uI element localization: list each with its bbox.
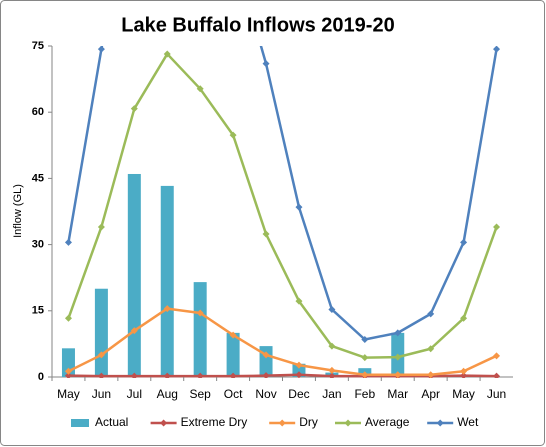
marker [361,335,369,343]
marker [460,372,468,378]
y-tick-label: 60 [32,106,44,118]
marker [229,131,237,139]
marker [493,223,501,231]
x-tick-label: Nov [255,387,276,401]
marker [394,353,402,361]
marker [97,223,105,231]
y-axis-label: Inflow (GL) [12,184,24,238]
legend-label: Wet [457,415,479,429]
marker [262,351,270,359]
plot-area [61,46,501,378]
x-tick-label: Aug [157,387,178,401]
marker [262,60,270,68]
marker [493,352,501,360]
x-tick-label: Dec [288,387,309,401]
marker [328,372,336,378]
marker [64,238,72,246]
marker [493,372,501,378]
legend-marker [160,419,168,427]
x-tick-label: May [452,387,475,401]
legend: Actual Extreme Dry Dry Average Wet [71,415,479,429]
x-tick-label: Jan [322,387,341,401]
marker [229,372,237,378]
marker [163,305,171,313]
y-tick-label: 0 [38,371,44,383]
marker [196,309,204,317]
x-tick-label: Jun [92,387,111,401]
marker [130,327,138,335]
marker [97,351,105,359]
marker [295,297,303,305]
legend-swatch [71,419,89,427]
bar [193,282,207,377]
series-layer [61,46,501,378]
marker [328,342,336,350]
y-tick-label: 45 [32,172,44,184]
x-tick-label: Oct [224,387,243,401]
bar [127,173,141,377]
x-tick-label: Feb [354,387,375,401]
marker [64,314,72,322]
bar [226,332,240,377]
x-tick-label: Apr [421,387,440,401]
y-tick-label: 30 [32,239,44,251]
legend-marker [436,419,444,427]
bar [160,185,174,377]
marker [460,238,468,246]
x-tick-label: Sep [189,387,211,401]
marker [328,366,336,374]
marker [361,371,369,378]
marker [262,230,270,238]
marker [295,361,303,369]
legend-marker [344,419,352,427]
marker [328,305,336,313]
marker [262,372,270,378]
marker [97,46,105,53]
line [68,373,497,378]
marker [295,371,303,378]
marker [163,372,171,378]
marker [97,372,105,378]
marker [361,354,369,362]
marker [196,85,204,93]
x-tick-label: Jul [127,387,142,401]
marker [427,371,435,378]
marker [394,371,402,378]
marker [427,310,435,318]
marker [229,331,237,339]
marker [130,105,138,113]
x-tick-label: Jun [487,387,506,401]
x-tick-label: Mar [387,387,408,401]
marker [295,203,303,211]
marker [163,50,171,58]
bar [94,288,108,377]
marker [196,372,204,378]
marker [460,314,468,322]
y-tick-label: 15 [32,305,44,317]
legend-label: Average [365,415,410,429]
legend-label: Extreme Dry [181,415,248,429]
marker [460,367,468,375]
marker [394,329,402,337]
marker [64,372,72,378]
legend-label: Dry [299,415,318,429]
line [67,52,498,359]
x-tick-label: May [57,387,80,401]
y-tick-label: 75 [32,40,44,52]
marker [130,372,138,378]
chart-title: Lake Buffalo Inflows 2019-20 [121,14,394,36]
legend-marker [278,419,286,427]
legend-label: Actual [95,415,128,429]
marker [64,367,72,375]
marker [493,46,501,53]
line [67,307,498,377]
marker [427,345,435,353]
line [67,46,498,341]
